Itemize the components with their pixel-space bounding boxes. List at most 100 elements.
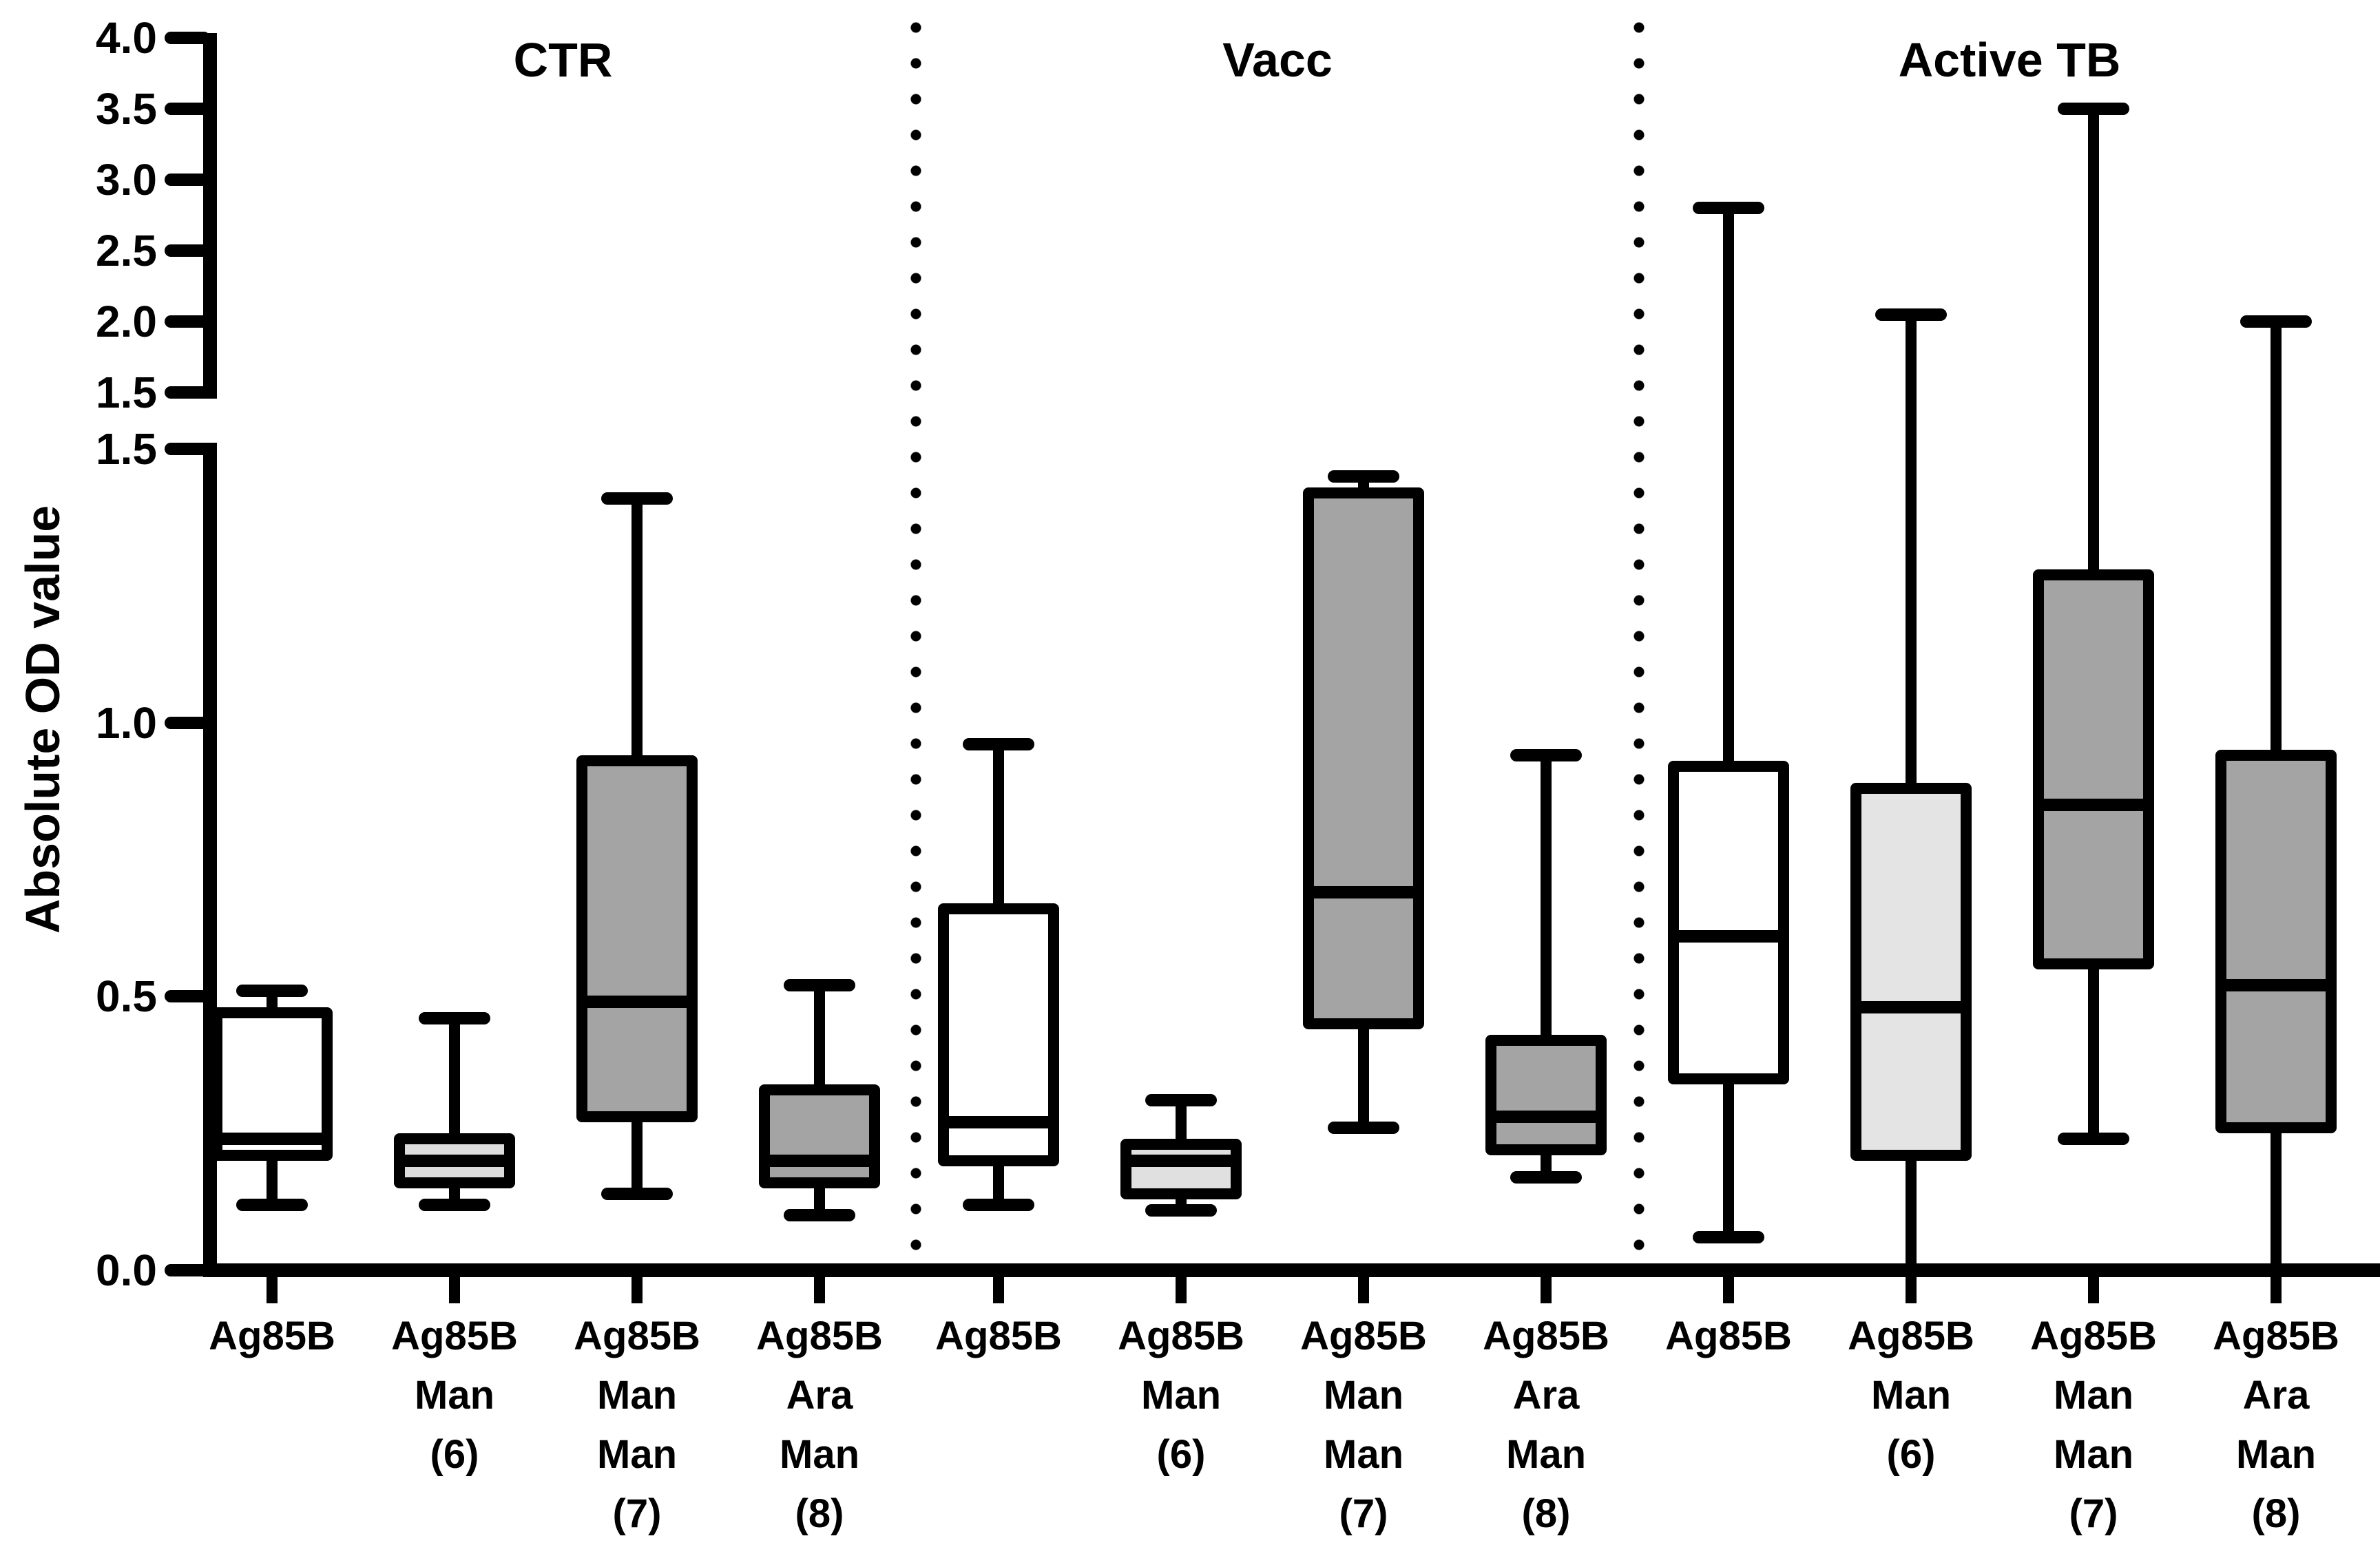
median-line-Active-TB-Ag85B-Man-6 xyxy=(1850,1001,1972,1014)
x-tick-CTR-Ag85B-Ara-Man-8 xyxy=(814,1277,825,1303)
x-label-Vacc-Ag85B-Ara-Man-8: Ag85B Ara Man (8) xyxy=(1443,1307,1649,1544)
y-tick-label-lower-0.5: 0.5 xyxy=(96,971,157,1022)
y-tick-upper-2.0 xyxy=(165,315,210,328)
x-tick-Vacc-Ag85B-Man-Man-7 xyxy=(1358,1277,1369,1303)
x-tick-Vacc-Ag85B-Ara-Man-8 xyxy=(1541,1277,1552,1303)
whisker-cap-bottom-CTR-Ag85B-Ara-Man-8 xyxy=(784,1209,855,1222)
x-label-line: Ag85B xyxy=(391,1314,518,1358)
x-label-line: Man xyxy=(415,1373,494,1418)
median-line-Vacc-Ag85B xyxy=(938,1116,1059,1129)
x-label-line: Man xyxy=(1141,1373,1221,1418)
box-Active-TB-Ag85B-Man-6 xyxy=(1850,783,1972,1161)
box-Active-TB-Ag85B-Man-Man-7 xyxy=(2033,569,2154,969)
box-Active-TB-Ag85B xyxy=(1668,761,1789,1084)
whisker-cap-bottom-Vacc-Ag85B-Man-6 xyxy=(1145,1203,1217,1217)
median-line-Vacc-Ag85B-Man-Man-7 xyxy=(1303,886,1424,899)
x-label-Vacc-Ag85B-Man-6: Ag85B Man (6) xyxy=(1078,1307,1284,1484)
x-label-line: Man xyxy=(1871,1373,1951,1418)
x-label-line: Man xyxy=(597,1373,677,1418)
whisker-cap-top-Active-TB-Ag85B-Ara-Man-8 xyxy=(2240,315,2312,328)
whisker-cap-top-Vacc-Ag85B xyxy=(963,738,1034,751)
x-label-line: Ag85B xyxy=(2213,1314,2339,1358)
x-tick-Vacc-Ag85B-Man-6 xyxy=(1176,1277,1187,1303)
y-tick-label-lower-1.5: 1.5 xyxy=(96,424,157,474)
y-tick-upper-1.5 xyxy=(165,386,210,399)
y-tick-label-upper-2.5: 2.5 xyxy=(96,226,157,275)
median-line-CTR-Ag85B-Man-Man-7 xyxy=(576,996,698,1009)
whisker-cap-bottom-CTR-Ag85B-Man-Man-7 xyxy=(601,1187,673,1200)
x-label-line: Ag85B xyxy=(1483,1314,1609,1358)
y-tick-upper-3.5 xyxy=(165,103,210,115)
x-label-line: Man xyxy=(780,1432,859,1477)
median-line-CTR-Ag85B xyxy=(211,1133,333,1146)
whisker-cap-bottom-Active-TB-Ag85B-Man-6 xyxy=(1875,1264,1947,1276)
whisker-cap-top-CTR-Ag85B-Ara-Man-8 xyxy=(784,979,855,992)
x-label-line: (7) xyxy=(1339,1491,1388,1536)
whisker-cap-bottom-Vacc-Ag85B-Ara-Man-8 xyxy=(1510,1170,1582,1184)
group-separator-1 xyxy=(910,21,921,1263)
x-label-line: Ag85B xyxy=(1118,1314,1244,1358)
box-Vacc-Ag85B-Man-Man-7 xyxy=(1303,487,1424,1030)
x-label-line: Man xyxy=(2054,1373,2133,1418)
whisker-cap-bottom-Active-TB-Ag85B-Ara-Man-8 xyxy=(2240,1264,2312,1276)
x-label-line: Ara xyxy=(786,1373,853,1418)
whisker-cap-bottom-Active-TB-Ag85B xyxy=(1693,1231,1764,1244)
x-label-line: Ag85B xyxy=(209,1314,335,1358)
x-label-line: Ag85B xyxy=(574,1314,700,1358)
x-label-CTR-Ag85B: Ag85B xyxy=(169,1307,375,1366)
x-label-Vacc-Ag85B-Man-Man-7: Ag85B Man Man (7) xyxy=(1260,1307,1467,1544)
x-label-Active-TB-Ag85B-Man-Man-7: Ag85B Man Man (7) xyxy=(1990,1307,2197,1544)
group-title-ctr: CTR xyxy=(513,33,613,87)
y-tick-label-lower-0.0: 0.0 xyxy=(96,1245,157,1295)
y-tick-label-upper-3.5: 3.5 xyxy=(96,84,157,134)
x-label-line: Ag85B xyxy=(1848,1314,1974,1358)
x-label-line: (7) xyxy=(612,1491,662,1536)
whisker-cap-top-CTR-Ag85B-Man-Man-7 xyxy=(601,492,673,505)
whisker-cap-bottom-CTR-Ag85B xyxy=(236,1198,308,1211)
x-tick-CTR-Ag85B-Man-Man-7 xyxy=(631,1277,643,1303)
y-tick-upper-4.0 xyxy=(165,32,210,44)
x-label-line: Ag85B xyxy=(1665,1314,1792,1358)
x-label-line: Ara xyxy=(1512,1373,1580,1418)
box-Vacc-Ag85B-Man-6 xyxy=(1120,1139,1242,1199)
x-label-line: Man xyxy=(1324,1373,1403,1418)
whisker-cap-top-Active-TB-Ag85B-Man-6 xyxy=(1875,308,1947,321)
x-label-line: Man xyxy=(2054,1432,2133,1477)
box-Active-TB-Ag85B-Ara-Man-8 xyxy=(2215,750,2337,1134)
x-label-CTR-Ag85B-Man-6: Ag85B Man (6) xyxy=(351,1307,558,1484)
x-label-line: Man xyxy=(2236,1432,2316,1477)
x-label-line: (7) xyxy=(2069,1491,2118,1536)
box-Vacc-Ag85B-Ara-Man-8 xyxy=(1485,1035,1607,1155)
y-tick-label-upper-1.5: 1.5 xyxy=(96,368,157,417)
x-label-line: Ag85B xyxy=(935,1314,1062,1358)
y-tick-label-upper-4.0: 4.0 xyxy=(96,13,157,63)
whisker-cap-bottom-CTR-Ag85B-Man-6 xyxy=(419,1198,490,1211)
x-label-line: Man xyxy=(597,1432,677,1477)
x-tick-Active-TB-Ag85B-Man-6 xyxy=(1906,1277,1917,1303)
x-label-Active-TB-Ag85B-Man-6: Ag85B Man (6) xyxy=(1808,1307,2014,1484)
whisker-cap-top-Vacc-Ag85B-Man-6 xyxy=(1145,1094,1217,1107)
y-tick-label-lower-1.0: 1.0 xyxy=(96,697,157,748)
median-line-Active-TB-Ag85B xyxy=(1668,929,1789,943)
box-CTR-Ag85B-Man-Man-7 xyxy=(576,755,698,1123)
box-CTR-Ag85B xyxy=(211,1007,333,1161)
median-line-Active-TB-Ag85B-Ara-Man-8 xyxy=(2215,979,2337,992)
x-label-line: (8) xyxy=(795,1491,844,1536)
x-label-line: (6) xyxy=(1156,1432,1206,1477)
x-label-line: Ag85B xyxy=(1300,1314,1427,1358)
x-label-line: Man xyxy=(1506,1432,1586,1477)
whisker-cap-top-Active-TB-Ag85B-Man-Man-7 xyxy=(2058,103,2129,115)
x-label-line: Ara xyxy=(2242,1373,2310,1418)
x-label-line: (8) xyxy=(1521,1491,1571,1536)
y-tick-upper-2.5 xyxy=(165,244,210,257)
group-title-active-tb: Active TB xyxy=(1898,33,2121,87)
x-tick-CTR-Ag85B-Man-6 xyxy=(449,1277,460,1303)
median-line-Vacc-Ag85B-Man-6 xyxy=(1120,1154,1242,1167)
y-tick-upper-3.0 xyxy=(165,174,210,186)
y-tick-lower-1.0 xyxy=(165,716,210,729)
x-label-line: Man xyxy=(1324,1432,1403,1477)
whisker-cap-bottom-Vacc-Ag85B xyxy=(963,1198,1034,1211)
x-label-Active-TB-Ag85B: Ag85B xyxy=(1625,1307,1832,1366)
whisker-cap-top-Active-TB-Ag85B xyxy=(1693,202,1764,215)
y-tick-lower-1.5 xyxy=(165,443,210,455)
